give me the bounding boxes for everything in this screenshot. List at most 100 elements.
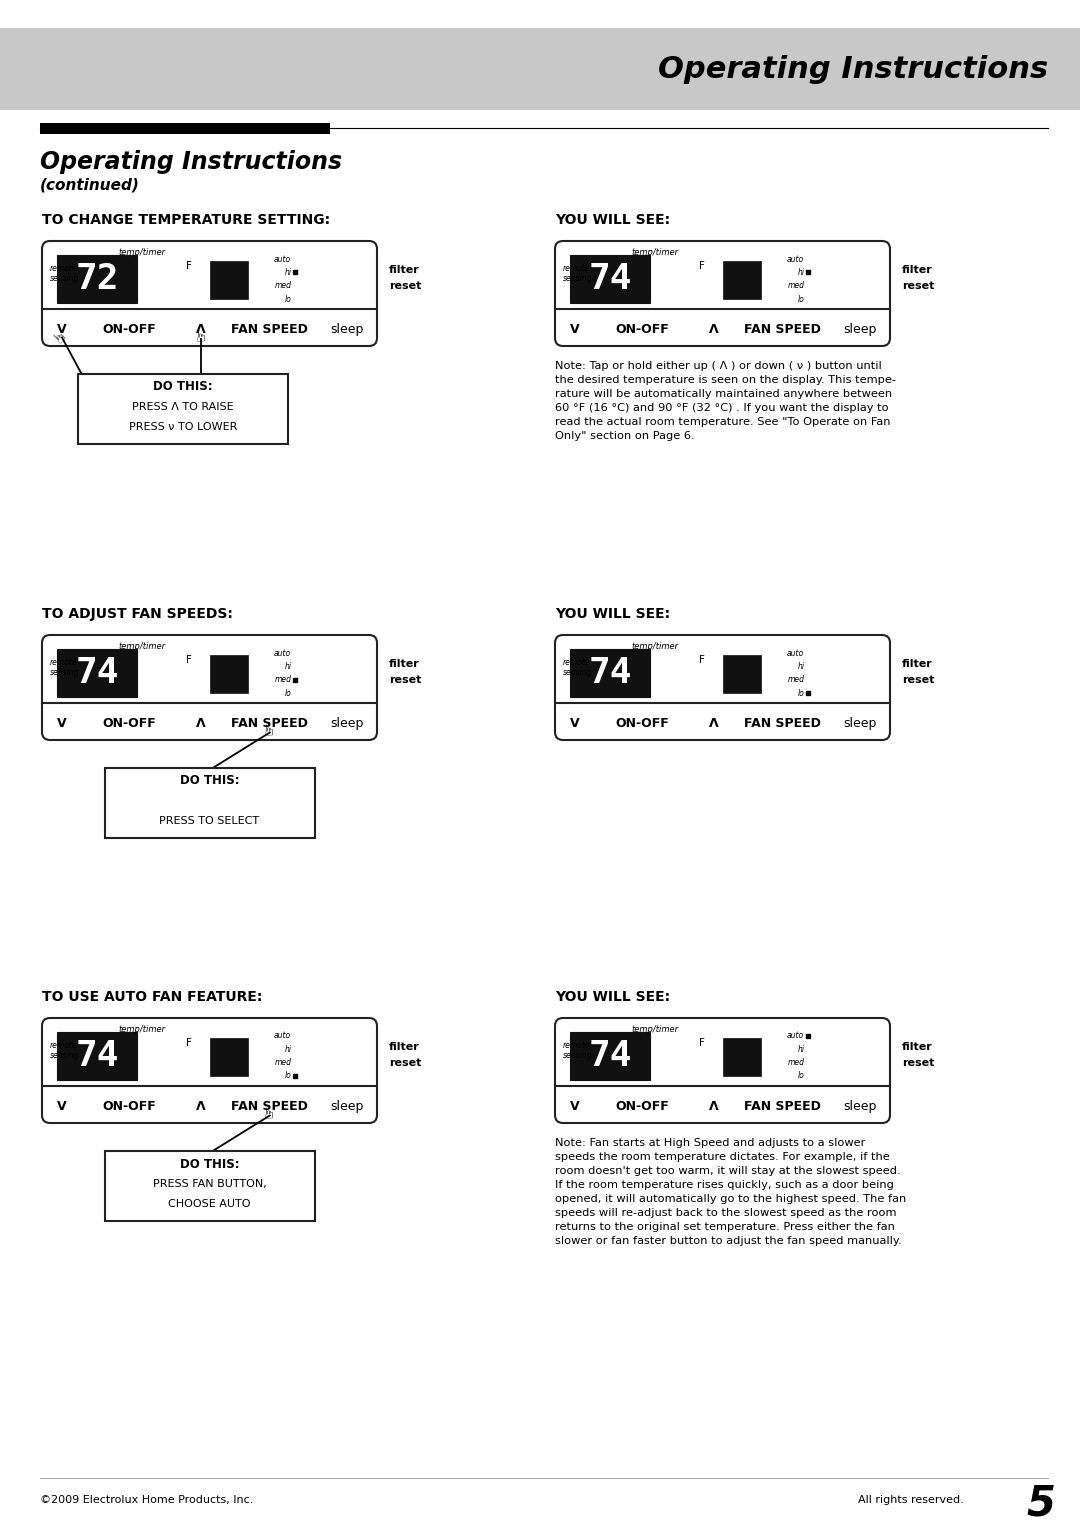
Text: ON-OFF: ON-OFF xyxy=(103,1099,156,1113)
FancyBboxPatch shape xyxy=(42,1019,377,1122)
Text: Λ: Λ xyxy=(710,1099,719,1113)
Text: hi: hi xyxy=(284,267,292,276)
Text: filter: filter xyxy=(902,658,933,669)
Text: filter: filter xyxy=(902,1041,933,1052)
Text: F: F xyxy=(187,261,192,270)
Text: remote
sensing: remote sensing xyxy=(50,264,80,284)
Text: temp/timer: temp/timer xyxy=(632,1025,679,1034)
Text: med: med xyxy=(787,675,805,684)
Text: 5: 5 xyxy=(1026,1483,1055,1524)
Text: Λ: Λ xyxy=(197,1099,206,1113)
Text: YOU WILL SEE:: YOU WILL SEE: xyxy=(555,212,670,228)
Text: Λ: Λ xyxy=(197,324,206,336)
Text: V: V xyxy=(57,718,67,730)
Text: PRESS FAN BUTTON,: PRESS FAN BUTTON, xyxy=(152,1179,267,1190)
Text: 74: 74 xyxy=(589,1038,632,1073)
Bar xyxy=(723,261,760,299)
Bar xyxy=(723,655,760,693)
Text: reset: reset xyxy=(389,675,421,684)
Text: F: F xyxy=(700,1038,705,1048)
Text: sleep: sleep xyxy=(843,324,877,336)
Text: Operating Instructions: Operating Instructions xyxy=(658,55,1048,84)
Bar xyxy=(40,124,330,134)
Text: hi: hi xyxy=(797,661,805,670)
Text: ON-OFF: ON-OFF xyxy=(103,324,156,336)
Text: med: med xyxy=(787,281,805,290)
Bar xyxy=(570,1032,650,1080)
Text: Note: Fan starts at High Speed and adjusts to a slower
speeds the room temperatu: Note: Fan starts at High Speed and adjus… xyxy=(555,1138,906,1246)
Text: sleep: sleep xyxy=(330,718,364,730)
Bar xyxy=(210,655,247,693)
Text: temp/timer: temp/timer xyxy=(632,641,679,651)
Text: lo: lo xyxy=(284,1072,292,1081)
Bar xyxy=(78,374,287,444)
Text: temp/timer: temp/timer xyxy=(119,1025,166,1034)
Text: med: med xyxy=(274,1058,292,1067)
Text: med: med xyxy=(274,281,292,290)
Text: lo: lo xyxy=(284,689,292,698)
Bar xyxy=(570,649,650,696)
Text: hi: hi xyxy=(797,267,805,276)
Text: FAN SPEED: FAN SPEED xyxy=(231,324,308,336)
Text: PRESS TO SELECT: PRESS TO SELECT xyxy=(160,815,259,826)
Text: auto: auto xyxy=(787,1032,805,1040)
Text: lo: lo xyxy=(797,295,805,304)
Text: ON-OFF: ON-OFF xyxy=(616,1099,669,1113)
Text: (continued): (continued) xyxy=(40,179,140,192)
Text: hi: hi xyxy=(284,1044,292,1054)
Text: F: F xyxy=(700,655,705,664)
Text: lo: lo xyxy=(284,295,292,304)
Text: filter: filter xyxy=(902,264,933,275)
Text: auto: auto xyxy=(274,1032,292,1040)
Bar xyxy=(723,1038,760,1077)
Text: reset: reset xyxy=(902,281,934,290)
Text: reset: reset xyxy=(902,1058,934,1067)
Text: V: V xyxy=(57,1099,67,1113)
Bar xyxy=(105,1151,314,1222)
Text: TO USE AUTO FAN FEATURE:: TO USE AUTO FAN FEATURE: xyxy=(42,989,262,1003)
Text: lo: lo xyxy=(797,1072,805,1081)
Text: DO THIS:: DO THIS: xyxy=(179,774,240,788)
Text: V: V xyxy=(57,324,67,336)
Text: YOU WILL SEE:: YOU WILL SEE: xyxy=(555,608,670,621)
Text: All rights reserved.: All rights reserved. xyxy=(858,1495,963,1506)
Text: med: med xyxy=(274,675,292,684)
Bar xyxy=(105,768,314,838)
FancyBboxPatch shape xyxy=(555,241,890,347)
Text: TO CHANGE TEMPERATURE SETTING:: TO CHANGE TEMPERATURE SETTING: xyxy=(42,212,330,228)
Bar xyxy=(210,261,247,299)
Text: temp/timer: temp/timer xyxy=(632,247,679,257)
Bar xyxy=(0,27,1080,110)
FancyBboxPatch shape xyxy=(42,241,377,347)
Text: YOU WILL SEE:: YOU WILL SEE: xyxy=(555,989,670,1003)
Text: CHOOSE AUTO: CHOOSE AUTO xyxy=(168,1199,251,1209)
Text: ☞: ☞ xyxy=(262,722,278,736)
Text: ☞: ☞ xyxy=(262,1104,278,1118)
Text: F: F xyxy=(187,655,192,664)
Text: TO ADJUST FAN SPEEDS:: TO ADJUST FAN SPEEDS: xyxy=(42,608,233,621)
Text: DO THIS:: DO THIS: xyxy=(153,380,213,394)
Text: Λ: Λ xyxy=(710,324,719,336)
Text: temp/timer: temp/timer xyxy=(119,247,166,257)
Text: ON-OFF: ON-OFF xyxy=(616,324,669,336)
Text: 74: 74 xyxy=(589,657,632,690)
Text: 74: 74 xyxy=(76,657,119,690)
Text: reset: reset xyxy=(902,675,934,684)
Bar xyxy=(570,255,650,302)
Text: filter: filter xyxy=(389,264,420,275)
Text: lo: lo xyxy=(797,689,805,698)
Text: auto: auto xyxy=(274,649,292,658)
Text: Λ: Λ xyxy=(197,718,206,730)
Text: V: V xyxy=(570,1099,580,1113)
Text: PRESS Λ TO RAISE: PRESS Λ TO RAISE xyxy=(132,402,233,412)
Text: Λ: Λ xyxy=(710,718,719,730)
Text: FAN SPEED: FAN SPEED xyxy=(231,718,308,730)
Text: 74: 74 xyxy=(76,1038,119,1073)
Text: filter: filter xyxy=(389,1041,420,1052)
Bar xyxy=(57,1032,137,1080)
Bar xyxy=(210,1038,247,1077)
Text: filter: filter xyxy=(389,658,420,669)
Text: FAN SPEED: FAN SPEED xyxy=(744,1099,821,1113)
Text: V: V xyxy=(570,324,580,336)
Text: FAN SPEED: FAN SPEED xyxy=(744,324,821,336)
